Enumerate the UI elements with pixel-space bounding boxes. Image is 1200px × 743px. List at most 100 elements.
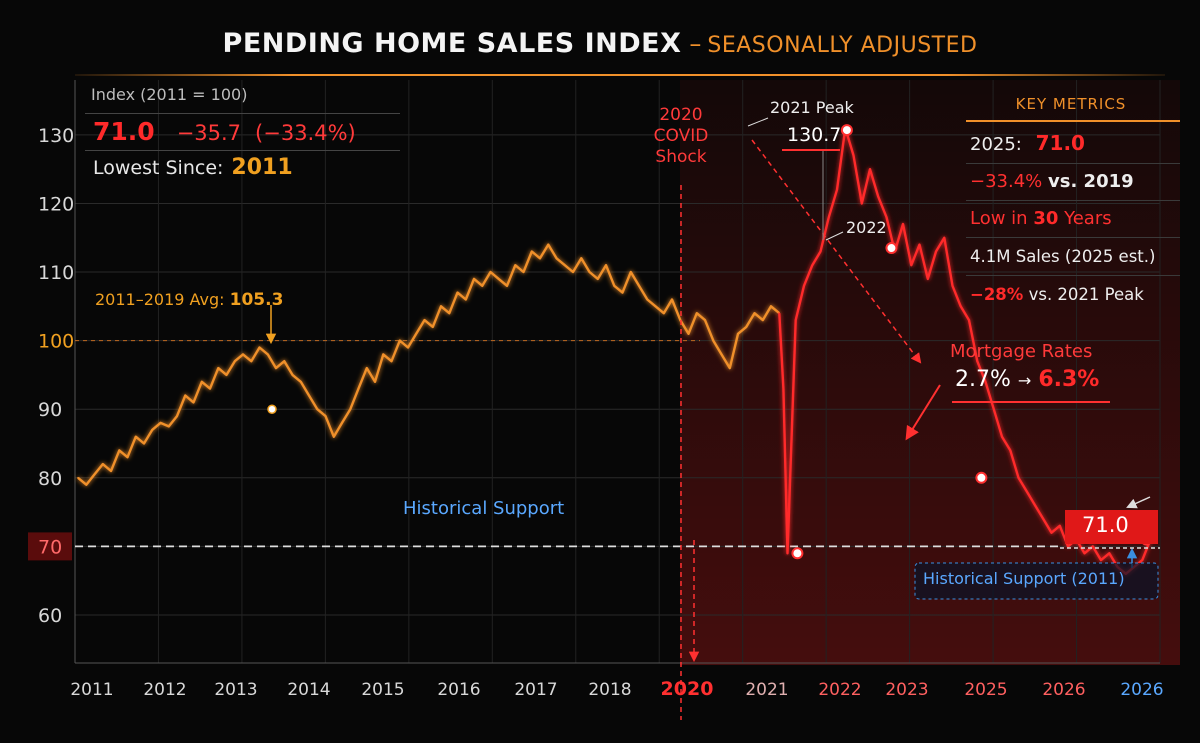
- data-point: [1050, 531, 1053, 534]
- data-point: [605, 264, 607, 266]
- data-point: [662, 312, 665, 315]
- peak-value: 130.7: [787, 124, 842, 146]
- data-point: [159, 422, 162, 424]
- data-point: [1108, 552, 1111, 555]
- mortgage-arrow: [905, 384, 941, 441]
- data-point: [782, 387, 785, 390]
- key-metrics-panel: KEY METRICS 2025: 71.0 −33.4% vs. 2019 L…: [966, 95, 1180, 304]
- metric-vspeak-suffix: vs. 2021 Peak: [1028, 285, 1144, 304]
- mortgage-from: 2.7%: [955, 367, 1011, 392]
- data-point: [217, 367, 220, 369]
- data-point: [473, 278, 475, 280]
- data-point: [638, 284, 640, 287]
- x-tick-label: 2015: [361, 680, 404, 700]
- x-tick-label: 2025: [964, 680, 1007, 700]
- data-point: [522, 271, 525, 273]
- x-tick-label: 2021: [745, 680, 788, 700]
- y-tick-label: 100: [38, 331, 74, 353]
- data-point: [547, 243, 550, 246]
- metric-row-sales: 4.1M Sales (2025 est.): [970, 247, 1178, 283]
- data-point: [530, 250, 533, 253]
- data-point: [621, 291, 624, 294]
- y-tick-70-bg: [28, 532, 72, 561]
- x-tick-label: 2018: [588, 680, 631, 700]
- data-point: [1058, 525, 1061, 527]
- data-point: [456, 291, 459, 294]
- data-point: [398, 339, 401, 342]
- metric-row-vs2019: −33.4% vs. 2019: [970, 171, 1178, 207]
- data-point: [1141, 559, 1144, 561]
- data-point: [943, 236, 946, 239]
- data-point: [877, 195, 880, 198]
- key-metrics-header: KEY METRICS: [1015, 95, 1127, 113]
- covid-annotation: 2020 COVID Shock: [646, 105, 716, 168]
- y-tick-label: 70: [38, 536, 62, 558]
- data-point: [291, 374, 294, 376]
- data-point: [407, 346, 409, 349]
- data-point: [77, 477, 79, 479]
- data-point: [225, 374, 228, 376]
- data-point: [852, 154, 855, 157]
- avg-value: 105.3: [229, 290, 284, 310]
- data-point: [778, 312, 781, 315]
- data-point: [101, 463, 104, 465]
- data-point: [753, 312, 756, 315]
- end-value-box: [1065, 510, 1158, 544]
- end-arrow: [1126, 496, 1151, 509]
- highlight-point: [840, 124, 853, 137]
- data-point: [860, 202, 863, 205]
- data-point: [918, 243, 921, 246]
- covid-line-3: Shock: [655, 147, 707, 167]
- data-point: [1001, 435, 1003, 438]
- data-point: [134, 435, 137, 438]
- y-tick-label: 130: [38, 125, 74, 147]
- info-divider-1: [85, 113, 400, 114]
- data-point: [299, 380, 302, 383]
- mortgage-to: 6.3%: [1038, 367, 1100, 392]
- metric-sales-text: 4.1M Sales (2025 est.): [970, 247, 1156, 266]
- y-tick-label: 80: [38, 468, 62, 490]
- mortgage-rates-row: 2.7% → 6.3%: [955, 367, 1099, 392]
- title-rule: [75, 74, 1165, 76]
- x-tick-label: 2023: [885, 680, 928, 700]
- x-tick-label: 2026: [1042, 680, 1085, 700]
- data-point: [926, 278, 929, 280]
- data-point: [431, 326, 434, 328]
- data-point: [85, 483, 88, 486]
- data-point: [283, 360, 286, 363]
- title-separator: –: [689, 30, 702, 58]
- mortgage-label: Mortgage Rates: [950, 341, 1093, 362]
- x-tick-label: 2014: [287, 680, 330, 700]
- x-tick-label: 2026: [1120, 680, 1163, 700]
- highlight-point: [791, 547, 804, 560]
- reference-lines: [75, 340, 1060, 548]
- highlight-point: [975, 471, 988, 484]
- data-point: [572, 271, 574, 273]
- data-point: [440, 305, 442, 308]
- metric-row-low: Low in 30 Years: [970, 208, 1178, 244]
- data-point: [687, 332, 690, 335]
- avg-label: 2011–2019 Avg:: [95, 290, 225, 309]
- info-divider-2: [85, 150, 400, 151]
- data-point: [341, 422, 343, 424]
- data-point: [786, 552, 789, 555]
- data-point: [563, 264, 566, 266]
- historical-support-2011-label: Historical Support (2011): [923, 569, 1125, 588]
- data-point: [390, 360, 393, 363]
- data-point: [324, 415, 327, 417]
- data-point: [151, 429, 154, 431]
- data-point: [481, 284, 484, 287]
- y-tick-label: 120: [38, 193, 74, 215]
- data-point: [1067, 545, 1069, 548]
- data-point: [1009, 449, 1012, 452]
- data-point: [332, 435, 335, 438]
- data-point: [646, 298, 649, 301]
- data-point: [596, 278, 599, 280]
- data-point: [250, 360, 253, 363]
- data-point: [869, 168, 871, 170]
- metric-sep-2: [966, 200, 1180, 201]
- highlight-point: [885, 242, 898, 255]
- metric-low-prefix: Low in: [970, 208, 1028, 229]
- historical-support-label: Historical Support: [403, 498, 565, 519]
- data-point: [1091, 545, 1094, 548]
